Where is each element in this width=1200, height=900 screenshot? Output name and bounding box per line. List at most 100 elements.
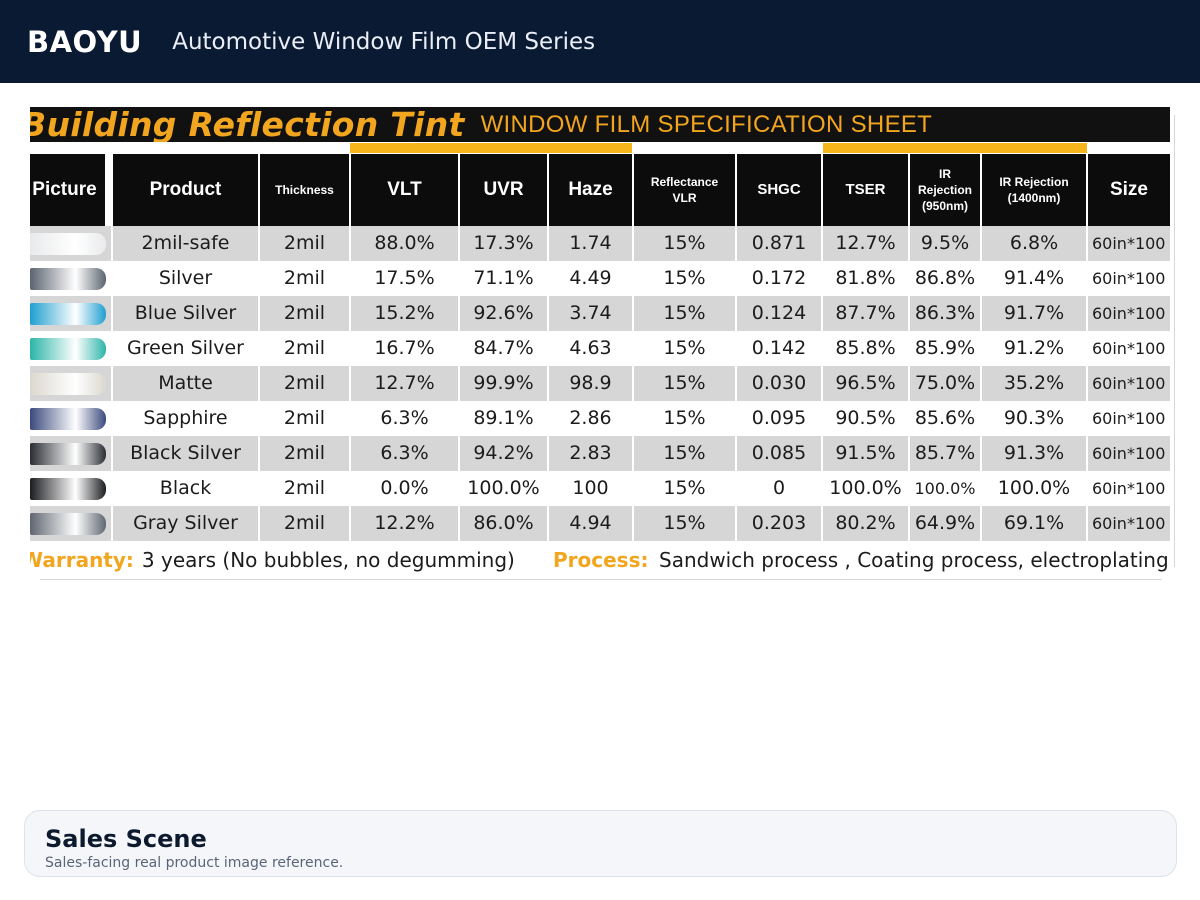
col-vlt-cell: 12.7% [374,372,435,394]
col-product-cell: Silver [158,267,213,289]
col-uvr-cell: 84.7% [473,337,534,359]
column-divider [735,331,737,366]
col-shgc-cell: 0.095 [751,407,807,429]
col-product-cell: Blue Silver [134,302,237,324]
col-thickness-cell: 2mil [283,477,326,499]
column-divider [908,366,910,401]
column-divider [632,506,634,541]
column-divider [1086,436,1088,471]
column-divider [258,436,260,471]
col-thickness-cell: 2mil [283,302,326,324]
col-vlt-cell: 6.3% [380,407,429,429]
column-divider [980,366,982,401]
column-divider [547,331,549,366]
col-size-cell: 60in*100 [1092,374,1166,393]
col-product-cell: 2mil-safe [141,232,230,254]
col-reflectance-cell: 15% [663,442,706,464]
column-divider [735,506,737,541]
col-size-cell: 60in*100 [1092,409,1166,428]
column-divider [258,471,260,506]
col-ir1400-cell: 90.3% [1003,407,1065,429]
table-row: 2mil-safe 2mil 88.0% 17.3% 1.74 15% 0.871 12.7%… [30,226,1170,261]
column-divider [735,226,737,261]
column-divider [547,401,549,436]
sheet-border [1174,115,1175,567]
col-reflectance-cell: 15% [663,372,706,394]
brand-logo[interactable]: BAOYU [27,24,143,59]
col-ir1400-cell: 35.2% [1003,372,1065,394]
sheet-script-title: Building Reflection Tint [30,107,465,142]
column-divider [980,226,982,261]
column-divider [908,401,910,436]
col-reflectance-cell: 15% [663,267,706,289]
film-swatch-image [30,513,106,535]
column-divider [547,261,549,296]
table-row: Silver 2mil 17.5% 71.1% 4.49 15% 0.172 81.8% 86.… [30,261,1170,296]
column-divider [908,436,910,471]
film-swatch-image [30,303,106,325]
col-haze-cell: 2.83 [569,442,612,464]
table-row: Sapphire 2mil 6.3% 89.1% 2.86 15% 0.095 90.5% 85… [30,401,1170,436]
column-divider [821,226,823,261]
column-divider [632,366,634,401]
col-uvr-cell: 99.9% [473,372,534,394]
column-divider [547,296,549,331]
film-swatch-image [30,268,106,290]
page-subtitle: Automotive Window Film OEM Series [172,28,596,55]
column-divider [632,261,634,296]
column-divider [908,506,910,541]
col-thickness-header: Thickness [260,154,349,226]
column-divider [821,436,823,471]
process-label: Process: [553,548,649,572]
column-divider [111,296,113,331]
col-reflectance-cell: 15% [663,232,706,254]
col-size-cell: 60in*100 [1092,304,1166,323]
col-thickness-cell: 2mil [283,267,326,289]
col-haze-header: Haze [549,154,632,226]
col-haze-cell: 4.94 [569,512,612,534]
column-divider [458,506,460,541]
column-divider [547,436,549,471]
column-divider [1086,331,1088,366]
column-divider [1086,261,1088,296]
col-shgc-header: SHGC [737,154,821,226]
col-tser-cell: 100.0% [829,477,902,499]
sheet-divider [40,579,1162,580]
col-uvr-cell: 71.1% [473,267,534,289]
column-divider [908,296,910,331]
column-divider [980,296,982,331]
column-divider [349,401,351,436]
col-ir1400-cell: 91.4% [1003,267,1065,289]
col-reflectance-cell: 15% [663,302,706,324]
spec-sheet-image: Building Reflection Tint WINDOW FILM SPE… [30,107,1170,577]
film-swatch-image [30,443,106,465]
column-divider [258,226,260,261]
col-product-header: Product [113,154,258,226]
col-ir950-cell: 85.6% [914,407,976,429]
column-divider [980,471,982,506]
column-divider [111,471,113,506]
col-haze-cell: 3.74 [569,302,612,324]
col-ir950-cell: 64.9% [914,512,976,534]
col-product-cell: Green Silver [127,337,244,359]
column-divider [821,331,823,366]
column-divider [632,296,634,331]
col-vlt-header: VLT [351,154,458,226]
top-header: BAOYU Automotive Window Film OEM Series [0,0,1200,83]
col-shgc-cell: 0.172 [751,267,807,289]
column-divider [632,471,634,506]
table-row: Blue Silver 2mil 15.2% 92.6% 3.74 15% 0.124 87.… [30,296,1170,331]
column-divider [547,226,549,261]
column-divider [908,331,910,366]
col-tser-cell: 80.2% [835,512,896,534]
col-reflectance-cell: 15% [663,337,706,359]
col-haze-cell: 98.9 [569,372,612,394]
col-tser-cell: 87.7% [835,302,896,324]
sales-scene-card: Sales Scene Sales-facing real product im… [24,810,1177,877]
card-title: Sales Scene [45,825,207,853]
accent-bar [350,143,632,153]
column-divider [349,366,351,401]
warranty-text: 3 years (No bubbles, no degumming) [141,548,515,572]
col-uvr-cell: 92.6% [473,302,534,324]
col-vlt-cell: 0.0% [380,477,429,499]
